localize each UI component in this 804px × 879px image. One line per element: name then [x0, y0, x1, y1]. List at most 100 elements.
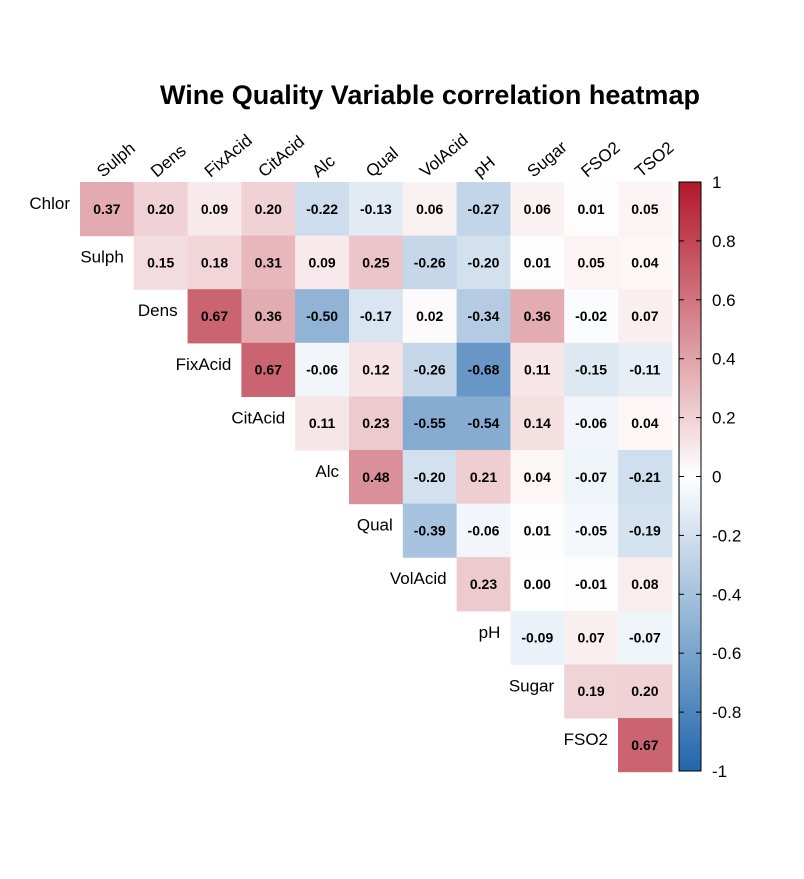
cell-value-label: -0.34: [468, 308, 500, 324]
cell-value-label: 0.19: [577, 683, 604, 699]
row-labels: Chlor Sulph Dens FixAcid CitAcid Alc Qual VolAc…: [29, 194, 608, 749]
row-label: Alc: [315, 462, 339, 481]
heatmap-cell: [349, 235, 404, 290]
heatmap-cell: [80, 182, 135, 237]
heatmap-cell: [187, 289, 242, 344]
column-label: Dens: [147, 141, 190, 181]
cell-value-label: 0.01: [524, 254, 551, 270]
column-label: Sugar: [524, 137, 571, 181]
heatmap-cell: [349, 396, 404, 451]
cell-value-label: -0.55: [414, 415, 446, 431]
cell-value-label: -0.06: [575, 415, 607, 431]
column-label: pH: [470, 153, 499, 182]
cell-value-label: -0.15: [575, 362, 607, 378]
column-label: Sulph: [93, 139, 139, 182]
cell-value-label: 0.67: [631, 737, 658, 753]
colorbar-tick-label: -0.8: [712, 703, 741, 722]
colorbar-tick-label: -1: [712, 762, 727, 781]
cell-value-label: -0.01: [575, 576, 607, 592]
colorbar-tick-label: 0.4: [712, 350, 736, 369]
heatmap-cell: [618, 503, 673, 558]
column-label: CitAcid: [255, 132, 308, 181]
cell-value-label: -0.13: [360, 201, 392, 217]
heatmap-cell: [187, 182, 242, 237]
cell-value-label: -0.06: [306, 362, 338, 378]
cell-value-label: 0.01: [577, 201, 604, 217]
column-label: VolAcid: [416, 130, 472, 181]
cell-value-label: -0.54: [468, 415, 500, 431]
colorbar-tick-label: -0.4: [712, 585, 741, 604]
cell-value-label: 0.05: [631, 201, 658, 217]
heatmap-cell: [510, 503, 565, 558]
cell-value-label: 0.25: [362, 254, 389, 270]
cell-value-label: 0.23: [470, 576, 497, 592]
cell-value-label: -0.50: [306, 308, 338, 324]
heatmap-cell: [295, 289, 350, 344]
heatmap-cell: [564, 610, 619, 665]
cell-value-label: 0.00: [524, 576, 551, 592]
heatmap-cell: [564, 664, 619, 719]
heatmap-cell: [564, 503, 619, 558]
cell-value-label: 0.04: [631, 415, 658, 431]
cell-value-label: -0.20: [468, 254, 500, 270]
heatmap-cell: [349, 289, 404, 344]
cell-value-label: -0.20: [414, 469, 446, 485]
heatmap-cell: [402, 182, 458, 237]
heatmap-cell: [349, 182, 404, 237]
heatmap-cell: [564, 396, 619, 451]
heatmap-cell: [618, 396, 673, 451]
row-label: Qual: [357, 516, 393, 535]
cell-value-label: 0.11: [309, 415, 336, 431]
heatmap-cell: [510, 557, 565, 612]
heatmap-cell: [402, 503, 458, 558]
heatmap-cell: [241, 235, 296, 290]
heatmap-cell: [618, 235, 673, 290]
heatmap-cell: [241, 289, 296, 344]
heatmap-cell: [456, 557, 511, 612]
heatmap-cell: [349, 450, 404, 505]
cell-value-label: -0.21: [629, 469, 661, 485]
cell-value-label: -0.05: [575, 522, 607, 538]
heatmap-cell: [295, 342, 350, 397]
cell-value-label: 0.04: [524, 469, 551, 485]
heatmap-cell: [510, 289, 565, 344]
cell-value-label: -0.09: [521, 630, 553, 646]
heatmap-cell: [402, 342, 458, 397]
cell-value-label: -0.26: [414, 254, 446, 270]
colorbar-tick-label: 0.6: [712, 291, 736, 310]
cell-value-label: 0.20: [631, 683, 658, 699]
heatmap-cell: [456, 396, 511, 451]
heatmap-cell: [402, 450, 458, 505]
column-label: FixAcid: [201, 131, 256, 181]
heatmap-cell: [456, 503, 511, 558]
cell-value-label: -0.11: [629, 362, 660, 378]
cell-value-label: 0.36: [524, 308, 551, 324]
cell-value-label: 0.67: [255, 362, 282, 378]
heatmap-cell: [456, 450, 511, 505]
row-label: Sulph: [80, 248, 123, 267]
heatmap-cell: [510, 610, 565, 665]
cell-value-label: 0.15: [147, 254, 174, 270]
column-label: FSO2: [577, 138, 623, 181]
cell-value-label: -0.39: [414, 522, 446, 538]
heatmap-cell: [618, 450, 673, 505]
heatmap-cell: [402, 235, 458, 290]
heatmap-cell: [241, 182, 296, 237]
colorbar-tick-label: 0.8: [712, 232, 736, 251]
row-label: CitAcid: [231, 408, 285, 427]
cell-value-label: 0.08: [631, 576, 658, 592]
colorbar-tick-label: -0.2: [712, 526, 741, 545]
heatmap-cell: [510, 235, 565, 290]
heatmap-cell: [456, 289, 511, 344]
heatmap-cell: [295, 396, 350, 451]
cell-value-label: 0.67: [201, 308, 228, 324]
heatmap-cell: [349, 342, 404, 397]
row-label: Dens: [138, 301, 178, 320]
cell-value-label: 0.21: [470, 469, 497, 485]
row-label: FSO2: [564, 730, 608, 749]
column-label: Alc: [308, 151, 339, 181]
cell-value-label: 0.01: [524, 522, 551, 538]
heatmap-cell: [510, 182, 565, 237]
cell-value-label: -0.22: [306, 201, 338, 217]
